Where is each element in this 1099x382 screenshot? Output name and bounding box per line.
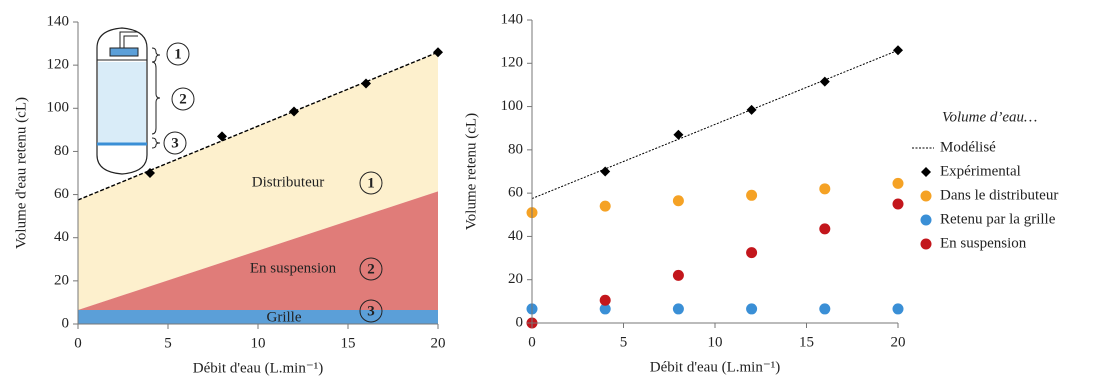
area (78, 191, 438, 310)
plot (77, 47, 443, 324)
data-point (893, 45, 903, 56)
legend-label: Expérimental (940, 163, 1021, 179)
data-point (673, 129, 684, 140)
data-point (361, 78, 371, 89)
data-point (746, 247, 758, 259)
legend-swatch (920, 238, 932, 250)
annotation-circle (359, 257, 383, 281)
annotation: Grille (267, 309, 302, 325)
legend-swatch (920, 214, 932, 226)
data-point (145, 168, 155, 178)
data-point (746, 104, 757, 115)
annotation: En suspension (250, 260, 337, 276)
annotation-circle (359, 299, 383, 323)
x-axis-label: Débit d'eau (L.min⁻¹) (650, 359, 781, 375)
x-tick-label: 15 (341, 335, 356, 351)
y-tick-label: 120 (47, 57, 70, 73)
y-tick-label: 140 (47, 13, 70, 29)
annotation-number: 1 (367, 175, 375, 191)
x-tick-label: 20 (431, 335, 446, 351)
inlet-pipe (119, 31, 138, 48)
inset-schematic: 1 2 3 (96, 27, 195, 175)
y-tick-label: 120 (501, 55, 524, 71)
inset-circle (171, 87, 195, 111)
inset-circle (163, 131, 187, 155)
y-tick-label: 0 (62, 315, 70, 331)
inset-label: 2 (179, 91, 187, 107)
data-point (599, 294, 611, 306)
y-tick-label: 20 (508, 271, 523, 287)
data-point (746, 189, 758, 201)
legend-label: Dans le distributeur (940, 187, 1058, 203)
x-tick-label: 5 (164, 335, 172, 351)
y-tick-label: 100 (501, 98, 524, 114)
y-tick-label: 100 (47, 100, 70, 116)
data-point (433, 47, 443, 58)
data-point (892, 177, 904, 189)
y-tick-label: 80 (508, 141, 523, 157)
legend-label: Modélisé (940, 139, 996, 155)
area (78, 52, 438, 310)
line (77, 51, 439, 201)
data-point (819, 183, 831, 195)
brace (151, 137, 161, 149)
brace (151, 47, 161, 63)
data-point (289, 106, 299, 117)
y-axis-label: Volume retenu (cL) (463, 113, 479, 230)
x-tick-label: 20 (891, 334, 906, 350)
x-tick-label: 10 (251, 335, 266, 351)
data-point (672, 303, 684, 315)
y-tick-label: 40 (508, 228, 523, 244)
inset-label: 1 (174, 46, 182, 62)
legend-label: Retenu par la grille (940, 211, 1056, 227)
legend-label: En suspension (940, 235, 1027, 251)
data-point (819, 76, 830, 87)
data-point (672, 269, 684, 281)
x-tick-label: 15 (799, 334, 814, 350)
x-tick-label: 0 (528, 334, 536, 350)
legend-swatch (920, 190, 932, 202)
distributor (109, 47, 139, 57)
y-tick-label: 140 (501, 11, 524, 27)
data-point (217, 131, 227, 142)
line (531, 49, 899, 200)
annotation: Distributeur (252, 174, 325, 190)
y-tick-label: 20 (54, 272, 69, 288)
data-point (599, 200, 611, 212)
data-point (672, 195, 684, 207)
y-tick-label: 40 (54, 229, 69, 245)
annotation-number: 2 (367, 261, 375, 277)
x-tick-label: 5 (620, 334, 628, 350)
legend-title: Volume d’eau… (942, 109, 1037, 125)
annotation-number: 3 (367, 303, 375, 319)
x-tick-label: 10 (708, 334, 723, 350)
plot (526, 45, 904, 329)
suspension-zone (98, 62, 146, 144)
legend-swatch (921, 167, 931, 177)
area (78, 309, 438, 324)
data-point (892, 198, 904, 210)
inset-circle (166, 42, 190, 66)
data-point (600, 166, 611, 177)
x-axis-label: Débit d'eau (L.min⁻¹) (193, 360, 324, 376)
annotation-circle (359, 171, 383, 195)
brace (151, 61, 161, 135)
y-tick-label: 60 (54, 186, 69, 202)
y-tick-label: 80 (54, 143, 69, 159)
data-point (746, 303, 758, 315)
data-point (819, 223, 831, 235)
y-tick-label: 0 (516, 314, 524, 330)
data-point (819, 303, 831, 315)
data-point (892, 303, 904, 315)
y-tick-label: 60 (508, 185, 523, 201)
x-tick-label: 0 (74, 335, 82, 351)
y-axis-label: Volume d'eau retenu (cL) (13, 97, 29, 249)
data-point (599, 303, 611, 315)
inset-label: 3 (171, 135, 179, 151)
